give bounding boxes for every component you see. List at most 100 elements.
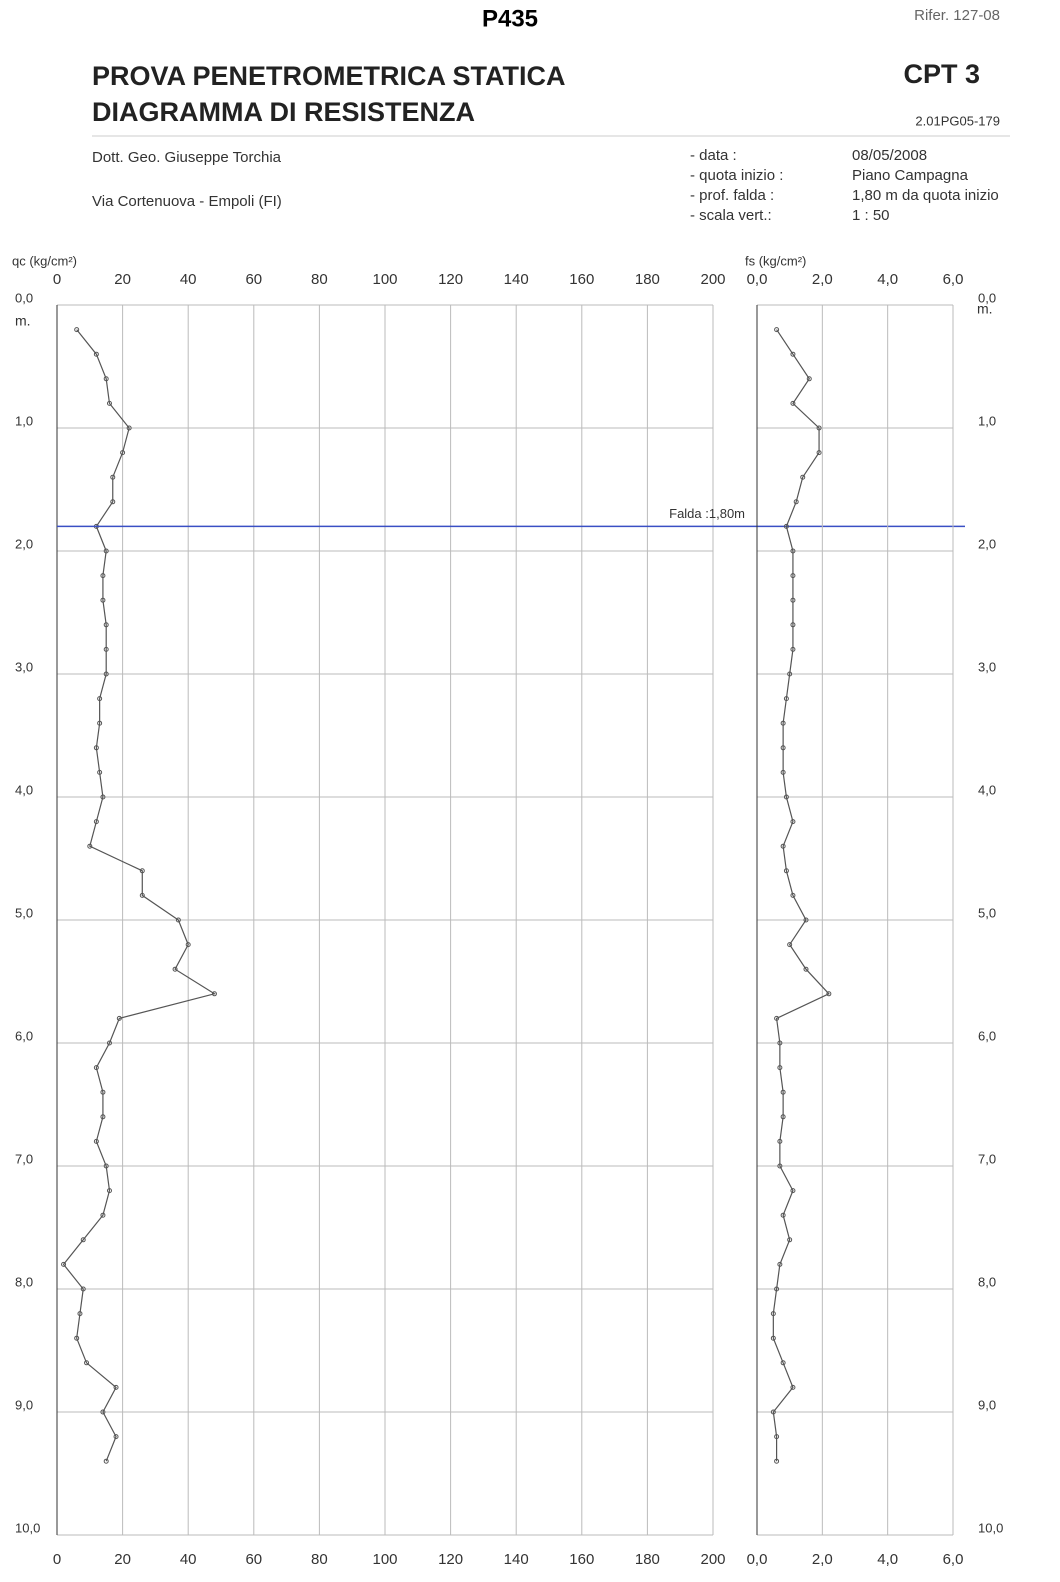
- point: [790, 622, 796, 628]
- x-tick-label: 0,0: [747, 271, 768, 288]
- point: [783, 794, 789, 800]
- y-tick-label: 10,0: [978, 1520, 1003, 1535]
- x-tick-label: 0,0: [747, 1551, 768, 1568]
- y-tick-label: 4,0: [15, 782, 33, 797]
- x-tick-label: 4,0: [877, 1551, 898, 1568]
- point: [774, 1286, 780, 1292]
- point: [93, 745, 99, 751]
- point: [103, 622, 109, 628]
- field-label: - quota inizio :: [690, 167, 783, 184]
- doc-code: 2.01PG05-179: [915, 113, 1000, 128]
- x-tick-label: 120: [438, 271, 463, 288]
- point: [790, 597, 796, 603]
- y-tick-label: 1,0: [15, 413, 33, 428]
- point: [80, 1237, 86, 1243]
- point: [806, 376, 812, 382]
- y-tick-label: 5,0: [15, 905, 33, 920]
- y-tick-label: 4,0: [978, 782, 996, 797]
- point: [77, 1311, 83, 1317]
- y-tick-label: 7,0: [978, 1151, 996, 1166]
- point: [97, 720, 103, 726]
- point: [787, 942, 793, 948]
- point: [100, 794, 106, 800]
- field-value: 1 : 50: [852, 207, 890, 224]
- field-value: 08/05/2008: [852, 147, 927, 164]
- y-tick-label: 8,0: [15, 1274, 33, 1289]
- point: [780, 1212, 786, 1218]
- point: [793, 499, 799, 505]
- x-tick-label: 40: [180, 271, 197, 288]
- point: [80, 1286, 86, 1292]
- point: [120, 450, 126, 456]
- point: [100, 1409, 106, 1415]
- point: [803, 966, 809, 972]
- point: [106, 1040, 112, 1046]
- y-tick-label: 6,0: [15, 1028, 33, 1043]
- y-tick-label: 7,0: [15, 1151, 33, 1166]
- x-tick-label: 180: [635, 271, 660, 288]
- axis-label: fs (kg/cm²): [745, 253, 806, 268]
- point: [803, 917, 809, 923]
- point: [93, 819, 99, 825]
- x-tick-label: 120: [438, 1551, 463, 1568]
- field-label: - data :: [690, 147, 737, 164]
- point: [790, 351, 796, 357]
- x-tick-label: 4,0: [877, 271, 898, 288]
- unit: m.: [977, 301, 993, 317]
- point: [61, 1261, 67, 1267]
- y-tick-label: 0,0: [978, 290, 996, 305]
- code: P435: [482, 5, 538, 32]
- point: [106, 1188, 112, 1194]
- point: [84, 1360, 90, 1366]
- point: [780, 1360, 786, 1366]
- x-tick-label: 40: [180, 1551, 197, 1568]
- point: [777, 1138, 783, 1144]
- unit: m.: [15, 313, 31, 329]
- x-tick-label: 160: [569, 1551, 594, 1568]
- x-tick-label: 20: [114, 1551, 131, 1568]
- point: [87, 843, 93, 849]
- point: [103, 376, 109, 382]
- point: [100, 1212, 106, 1218]
- point: [790, 400, 796, 406]
- point: [103, 671, 109, 677]
- y-tick-label: 9,0: [15, 1397, 33, 1412]
- point: [100, 1114, 106, 1120]
- point: [780, 720, 786, 726]
- point: [780, 769, 786, 775]
- x-tick-label: 140: [504, 1551, 529, 1568]
- y-tick-label: 2,0: [978, 536, 996, 551]
- point: [110, 499, 116, 505]
- point: [172, 966, 178, 972]
- y-tick-label: 2,0: [15, 536, 33, 551]
- point: [74, 1335, 80, 1341]
- point: [790, 819, 796, 825]
- point: [774, 327, 780, 333]
- x-tick-label: 200: [700, 271, 725, 288]
- point: [770, 1311, 776, 1317]
- place: Via Cortenuova - Empoli (FI): [92, 193, 282, 210]
- point: [780, 745, 786, 751]
- y-tick-label: 9,0: [978, 1397, 996, 1412]
- field-label: - scala vert.:: [690, 207, 772, 224]
- point: [770, 1409, 776, 1415]
- x-tick-label: 6,0: [943, 1551, 964, 1568]
- y-tick-label: 1,0: [978, 413, 996, 428]
- point: [790, 548, 796, 554]
- point: [790, 1384, 796, 1390]
- point: [790, 892, 796, 898]
- x-tick-label: 20: [114, 271, 131, 288]
- x-tick-label: 60: [245, 1551, 262, 1568]
- field-value: Piano Campagna: [852, 167, 969, 184]
- y-tick-label: 5,0: [978, 905, 996, 920]
- point: [777, 1065, 783, 1071]
- point: [774, 1015, 780, 1021]
- axis-label: qc (kg/cm²): [12, 253, 77, 268]
- title: DIAGRAMMA DI RESISTENZA: [92, 97, 475, 127]
- point: [139, 892, 145, 898]
- point: [100, 1089, 106, 1095]
- point: [780, 1089, 786, 1095]
- x-tick-label: 100: [372, 271, 397, 288]
- point: [783, 523, 789, 529]
